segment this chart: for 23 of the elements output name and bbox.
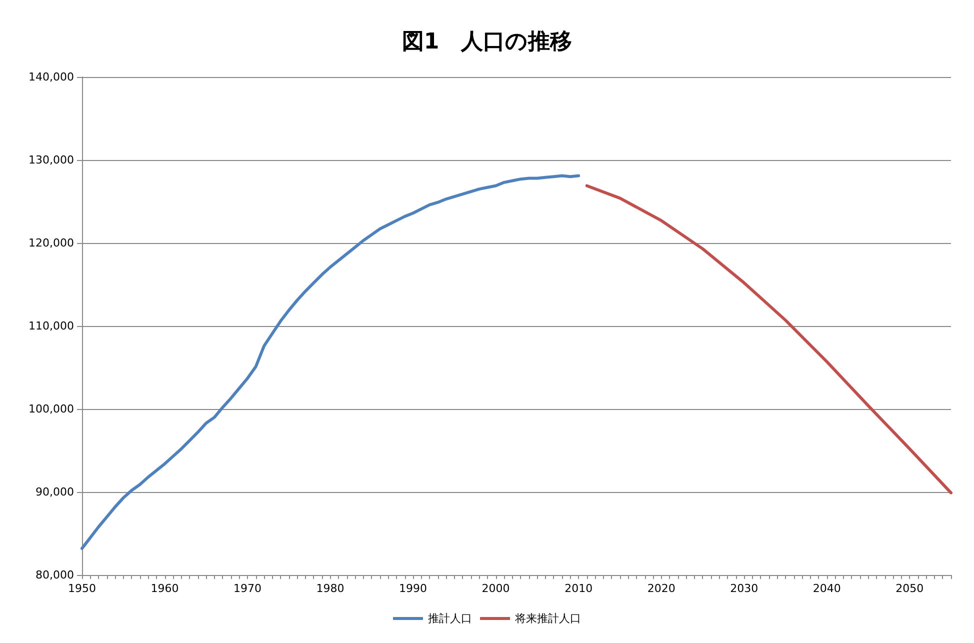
line-series xyxy=(585,184,952,494)
x-tick-label: 1990 xyxy=(399,582,428,595)
x-tick-label: 2030 xyxy=(730,582,758,595)
legend-label: 将来推計人口 xyxy=(514,612,581,625)
x-tick-label: 2050 xyxy=(896,582,924,595)
line-series xyxy=(80,174,580,550)
y-tick-label: 100,000 xyxy=(28,402,74,416)
y-tick-label: 110,000 xyxy=(28,320,74,332)
x-tick-label: 1960 xyxy=(150,582,179,595)
y-tick-label: 140,000 xyxy=(28,70,74,84)
x-tick-label: 2040 xyxy=(812,582,841,595)
x-tick-label: 1980 xyxy=(316,582,344,595)
x-tick-label: 2020 xyxy=(647,582,676,595)
y-tick-label: 120,000 xyxy=(28,236,74,250)
x-tick-label: 2010 xyxy=(564,582,593,595)
legend-label: 推計人口 xyxy=(428,612,472,625)
x-tick-label: 1950 xyxy=(68,582,96,595)
chart-title: 図1 人口の推移 xyxy=(402,30,572,54)
y-tick-label: 90,000 xyxy=(36,486,74,498)
x-tick-label: 2000 xyxy=(482,582,510,595)
y-tick-label: 80,000 xyxy=(36,568,74,582)
x-tick-label: 1970 xyxy=(234,582,262,595)
y-tick-label: 130,000 xyxy=(28,154,74,166)
